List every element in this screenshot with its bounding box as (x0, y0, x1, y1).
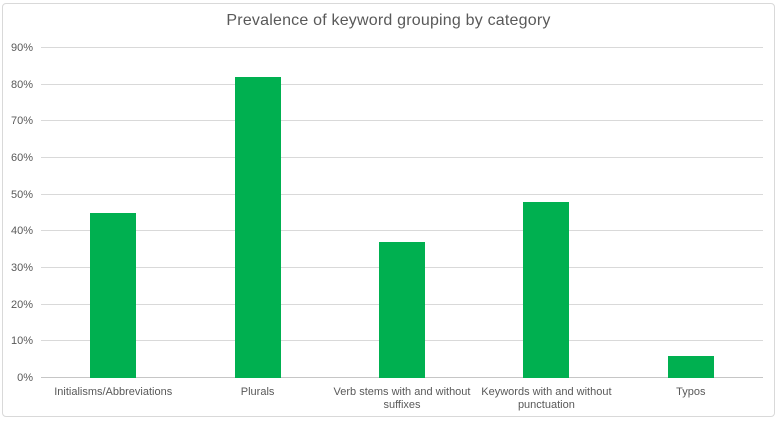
x-category-label: Typos (676, 386, 706, 398)
gridline (41, 83, 763, 85)
x-category-label: Initialisms/Abbreviations (54, 386, 173, 398)
gridline (41, 193, 763, 195)
y-tick-label: 0% (17, 372, 33, 384)
gridline (41, 47, 763, 48)
gridline (41, 157, 763, 158)
y-tick-label: 30% (10, 262, 33, 275)
y-tick-label: 50% (10, 188, 33, 201)
chart-title: Prevalence of keyword grouping by catego… (226, 12, 551, 29)
y-tick-label: 20% (10, 298, 33, 311)
bar-4 (523, 202, 570, 378)
y-axis: 0% 10% 20% 30% 40% 50% 60% 70% 80% 90% (3, 42, 35, 384)
y-tick-label: 10% (10, 335, 33, 348)
bar-5 (667, 356, 714, 378)
bar-1 (90, 213, 137, 378)
y-tick-label: 80% (10, 78, 33, 91)
plot-area (41, 47, 763, 378)
y-tick-label: 60% (10, 152, 33, 165)
x-axis: Initialisms/Abbreviations Plurals Verb ste… (41, 386, 763, 416)
chart-container: Prevalence of keyword grouping by catego… (2, 3, 775, 417)
bar-3 (379, 242, 425, 378)
x-category-label: Plurals (240, 386, 275, 398)
gridline (41, 230, 763, 232)
y-tick-label: 90% (10, 42, 33, 54)
x-category-label: Keywords with and without punctuation (481, 386, 612, 411)
y-tick-label: 70% (10, 115, 33, 128)
gridline (41, 120, 763, 122)
y-tick-label: 40% (10, 225, 33, 238)
bar-2 (234, 77, 281, 378)
x-category-label: Verb stems with and without suffixes (333, 386, 471, 411)
